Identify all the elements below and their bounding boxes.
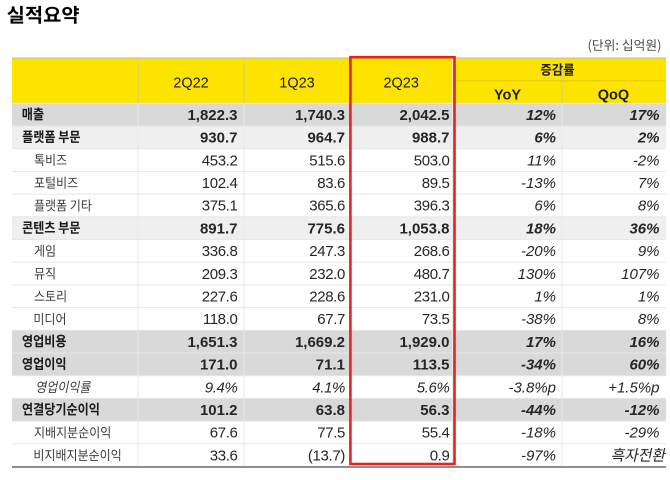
- svg-text:18%: 18%: [526, 220, 556, 237]
- svg-text:-44%: -44%: [521, 402, 556, 419]
- svg-text:453.2: 453.2: [202, 152, 238, 169]
- svg-text:964.7: 964.7: [307, 130, 345, 147]
- svg-text:(13.7): (13.7): [308, 447, 345, 464]
- svg-text:-20%: -20%: [521, 243, 556, 260]
- svg-text:6%: 6%: [534, 130, 556, 147]
- svg-text:227.6: 227.6: [202, 289, 238, 306]
- svg-text:17%: 17%: [629, 107, 659, 124]
- svg-text:503.0: 503.0: [414, 152, 450, 169]
- svg-text:375.1: 375.1: [202, 198, 238, 215]
- svg-text:1,053.8: 1,053.8: [399, 220, 449, 237]
- svg-text:1,822.3: 1,822.3: [187, 107, 237, 124]
- svg-text:480.7: 480.7: [414, 266, 450, 283]
- svg-text:-18%: -18%: [521, 425, 556, 442]
- svg-text:231.0: 231.0: [414, 289, 450, 306]
- svg-text:988.7: 988.7: [412, 130, 450, 147]
- svg-text:-13%: -13%: [521, 175, 556, 192]
- svg-text:2Q23: 2Q23: [383, 75, 418, 91]
- svg-text:83.6: 83.6: [317, 175, 345, 192]
- svg-text:56.3: 56.3: [420, 402, 449, 419]
- svg-text:268.6: 268.6: [414, 243, 450, 260]
- svg-text:5.6%: 5.6%: [417, 379, 450, 396]
- svg-text:228.6: 228.6: [309, 289, 345, 306]
- svg-text:209.3: 209.3: [202, 266, 238, 283]
- svg-text:-3.8%p: -3.8%p: [508, 379, 556, 396]
- svg-text:-34%: -34%: [521, 357, 556, 374]
- svg-text:71.1: 71.1: [316, 357, 345, 374]
- svg-text:171.0: 171.0: [200, 357, 238, 374]
- svg-text:396.3: 396.3: [414, 198, 450, 215]
- svg-text:33.6: 33.6: [210, 447, 238, 464]
- svg-text:36%: 36%: [629, 220, 659, 237]
- svg-text:16%: 16%: [629, 334, 659, 351]
- svg-text:1Q23: 1Q23: [279, 75, 314, 91]
- svg-text:930.7: 930.7: [200, 130, 238, 147]
- svg-text:2%: 2%: [637, 130, 660, 147]
- svg-text:-2%: -2%: [633, 152, 660, 169]
- svg-text:102.4: 102.4: [202, 175, 238, 192]
- svg-text:101.2: 101.2: [200, 402, 238, 419]
- svg-text:89.5: 89.5: [422, 175, 450, 192]
- svg-text:7%: 7%: [638, 175, 660, 192]
- svg-text:67.6: 67.6: [210, 425, 238, 442]
- svg-text:1,651.3: 1,651.3: [187, 334, 237, 351]
- svg-text:8%: 8%: [638, 198, 660, 215]
- svg-text:1,740.3: 1,740.3: [295, 107, 345, 124]
- svg-text:8%: 8%: [638, 311, 660, 328]
- svg-text:0.9: 0.9: [430, 447, 450, 464]
- svg-text:73.5: 73.5: [422, 311, 450, 328]
- svg-text:17%: 17%: [526, 334, 556, 351]
- svg-text:515.6: 515.6: [309, 152, 345, 169]
- svg-text:1,669.2: 1,669.2: [295, 334, 345, 351]
- svg-text:1%: 1%: [638, 289, 660, 306]
- svg-text:2,042.5: 2,042.5: [399, 107, 449, 124]
- svg-text:6%: 6%: [534, 198, 556, 215]
- svg-text:232.0: 232.0: [309, 266, 345, 283]
- svg-text:-12%: -12%: [624, 402, 659, 419]
- svg-text:+1.5%p: +1.5%p: [608, 379, 659, 396]
- svg-text:107%: 107%: [621, 266, 659, 283]
- svg-text:118.0: 118.0: [203, 311, 238, 328]
- svg-text:67.7: 67.7: [317, 311, 345, 328]
- svg-text:11%: 11%: [527, 152, 556, 169]
- svg-text:4.1%: 4.1%: [312, 379, 345, 396]
- svg-text:-38%: -38%: [521, 311, 556, 328]
- svg-text:775.6: 775.6: [307, 220, 345, 237]
- svg-text:1%: 1%: [534, 289, 556, 306]
- svg-text:891.7: 891.7: [200, 220, 238, 237]
- svg-text:-97%: -97%: [521, 447, 556, 464]
- svg-text:9.4%: 9.4%: [205, 379, 238, 396]
- svg-text:130%: 130%: [518, 266, 556, 283]
- svg-text:2Q22: 2Q22: [173, 75, 208, 91]
- svg-text:-29%: -29%: [624, 425, 659, 442]
- svg-text:1,929.0: 1,929.0: [399, 334, 449, 351]
- svg-text:63.8: 63.8: [316, 402, 345, 419]
- svg-text:12%: 12%: [526, 107, 556, 124]
- svg-text:77.5: 77.5: [317, 425, 345, 442]
- svg-text:336.8: 336.8: [202, 243, 238, 260]
- svg-text:YoY: YoY: [494, 87, 521, 103]
- svg-text:113.5: 113.5: [413, 357, 450, 374]
- svg-text:365.6: 365.6: [309, 198, 345, 215]
- svg-text:55.4: 55.4: [422, 425, 450, 442]
- svg-text:247.3: 247.3: [309, 243, 345, 260]
- svg-text:QoQ: QoQ: [598, 87, 629, 103]
- svg-text:9%: 9%: [638, 243, 660, 260]
- svg-text:60%: 60%: [629, 357, 659, 374]
